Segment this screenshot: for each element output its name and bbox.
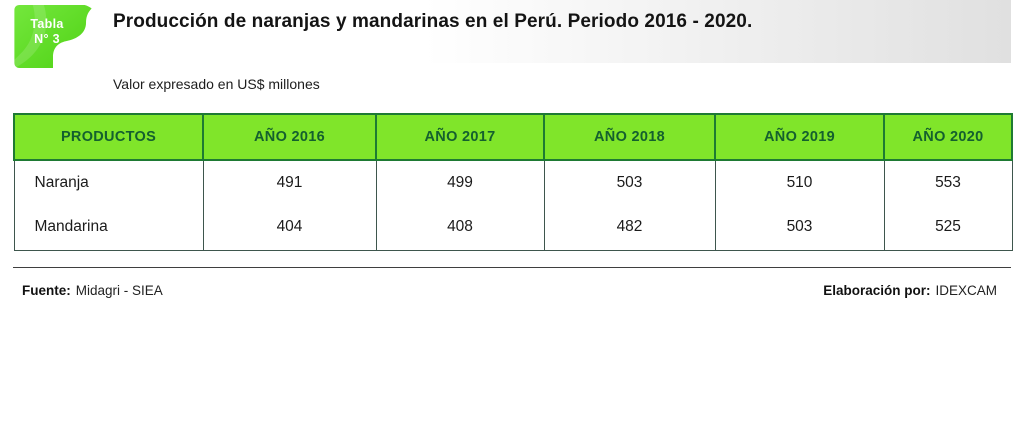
- value-cell: 408: [375, 205, 545, 250]
- value-cell: 510: [714, 160, 885, 205]
- source-note: Fuente: Midagri - SIEA: [22, 283, 163, 298]
- footer-divider: [13, 267, 1011, 268]
- column-header: PRODUCTOS: [13, 113, 204, 161]
- table-header-row: PRODUCTOS AÑO 2016 AÑO 2017 AÑO 2018 AÑO 201…: [13, 113, 1013, 161]
- value-cell: 491: [202, 160, 377, 205]
- source-label: Fuente:: [22, 283, 71, 298]
- value-cell: 503: [543, 160, 716, 205]
- value-cell: 404: [202, 205, 377, 250]
- badge-text: Tabla N° 3: [17, 17, 77, 46]
- column-header: AÑO 2017: [375, 113, 545, 161]
- value-cell: 499: [375, 160, 545, 205]
- value-cell: 553: [883, 160, 1013, 205]
- table-row: Mandarina 404 408 482 503 525: [13, 205, 1013, 250]
- source-value: Midagri - SIEA: [75, 283, 163, 298]
- product-name-cell: Mandarina: [13, 205, 204, 250]
- badge-line1: Tabla: [30, 17, 64, 31]
- production-table: PRODUCTOS AÑO 2016 AÑO 2017 AÑO 2018 AÑO 201…: [13, 113, 1013, 251]
- table-row: Naranja 491 499 503 510 553: [13, 160, 1013, 205]
- value-cell: 482: [543, 205, 716, 250]
- elaboration-label: Elaboración por:: [823, 283, 931, 298]
- table-badge: Tabla N° 3: [14, 5, 92, 68]
- value-cell: 503: [714, 205, 885, 250]
- title-band: [0, 0, 1011, 63]
- column-header: AÑO 2016: [202, 113, 377, 161]
- column-header: AÑO 2018: [543, 113, 716, 161]
- column-header: AÑO 2019: [714, 113, 885, 161]
- product-name-cell: Naranja: [13, 160, 204, 205]
- column-header: AÑO 2020: [883, 113, 1013, 161]
- elaboration-note: Elaboración por: IDEXCAM: [823, 283, 997, 298]
- elaboration-value: IDEXCAM: [935, 283, 997, 298]
- table-body: Naranja 491 499 503 510 553 Mandarina 404 408 482…: [13, 160, 1013, 250]
- value-cell: 525: [883, 205, 1013, 250]
- page-title: Producción de naranjas y mandarinas en e…: [113, 11, 753, 32]
- page-subtitle: Valor expresado en US$ millones: [113, 76, 320, 92]
- badge-line2: N° 3: [34, 31, 60, 46]
- badge-leaf-icon: [14, 5, 92, 68]
